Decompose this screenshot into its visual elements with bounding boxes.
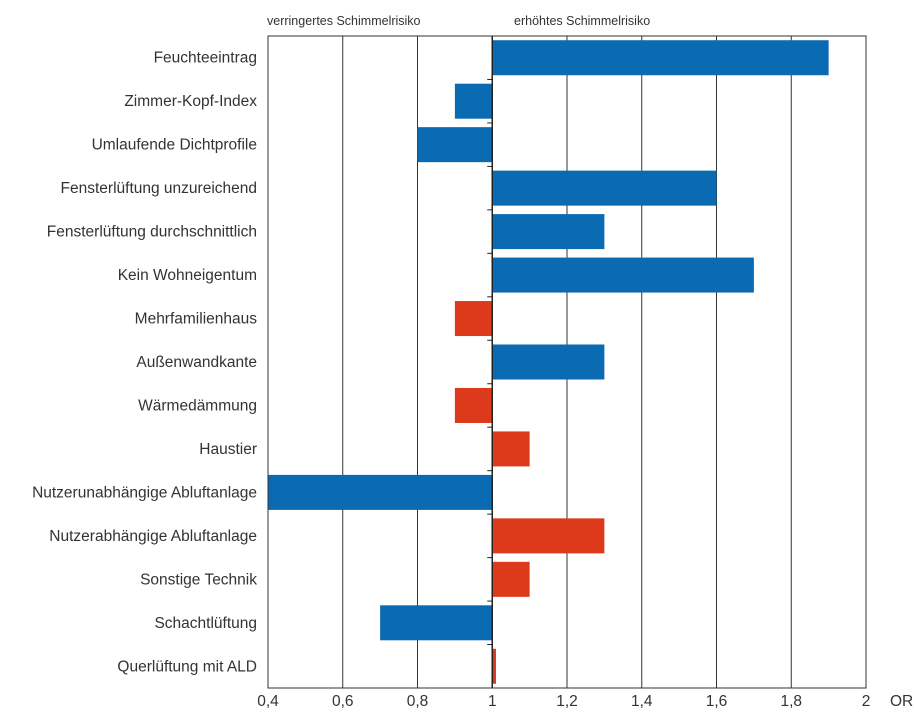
x-tick-label: 1,4 <box>631 693 653 710</box>
category-label: Nutzerabhängige Abluftanlage <box>49 528 257 545</box>
bar <box>380 605 493 641</box>
x-unit-label: OR <box>890 693 913 710</box>
category-label: Zimmer-Kopf-Index <box>124 93 257 110</box>
bar <box>492 257 754 293</box>
bar <box>492 40 829 76</box>
bar <box>492 170 717 206</box>
x-tick-label: 0,8 <box>407 693 429 710</box>
bar <box>492 344 605 380</box>
bar <box>268 474 493 510</box>
x-tick-label: 1,8 <box>780 693 802 710</box>
x-tick-label: 1 <box>488 693 497 710</box>
category-label: Haustier <box>199 441 257 458</box>
bar <box>417 127 493 163</box>
x-tick-label: 2 <box>862 693 871 710</box>
category-label: Fensterlüftung unzureichend <box>61 180 257 197</box>
category-label: Umlaufende Dichtprofile <box>92 137 257 154</box>
plot-frame <box>267 35 867 689</box>
category-label: Sonstige Technik <box>140 571 257 588</box>
category-labels: Feuchteeintrag Zimmer-Kopf-Index Umlaufend… <box>32 50 257 676</box>
category-label: Kein Wohneigentum <box>118 267 257 284</box>
x-tick-label: 1,2 <box>556 693 578 710</box>
bar <box>492 648 496 684</box>
category-label: Mehrfamilienhaus <box>135 311 258 328</box>
plot-border <box>267 35 867 689</box>
bar <box>492 518 605 554</box>
category-label: Außenwandkante <box>136 354 257 371</box>
bar <box>454 83 493 119</box>
header-right-label: erhöhtes Schimmelrisiko <box>514 14 650 28</box>
x-tick-label: 0,4 <box>257 693 279 710</box>
category-label: Wärmedämmung <box>138 397 257 414</box>
x-tick-labels: 0,4 0,6 0,8 1 1,2 1,4 1,6 1,8 2 <box>257 693 870 710</box>
category-label: Querlüftung mit ALD <box>117 658 257 675</box>
bars <box>268 40 829 684</box>
category-label: Schachtlüftung <box>154 615 257 632</box>
bar <box>492 431 530 467</box>
header-left-label: verringertes Schimmelrisiko <box>267 14 421 28</box>
bar <box>492 214 605 250</box>
bar <box>454 301 493 337</box>
x-tick-label: 1,6 <box>706 693 728 710</box>
bar <box>454 387 493 423</box>
category-label: Nutzerunabhängige Abluftanlage <box>32 484 257 501</box>
category-label: Fensterlüftung durchschnittlich <box>47 224 257 241</box>
category-label: Feuchteeintrag <box>154 50 257 67</box>
x-tick-label: 0,6 <box>332 693 354 710</box>
bar <box>492 561 530 597</box>
